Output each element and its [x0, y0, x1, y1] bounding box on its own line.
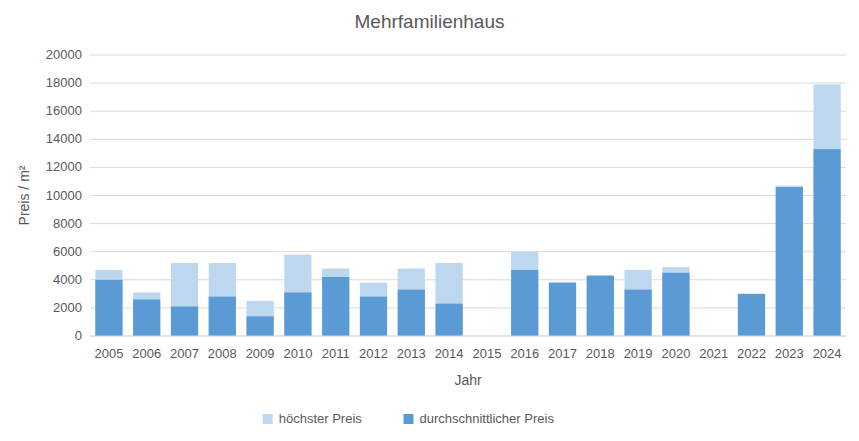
bar	[813, 149, 840, 336]
x-tick-label: 2014	[435, 346, 464, 361]
legend: höchster Preis durchschnittlicher Preis	[263, 411, 555, 426]
y-tick-label: 18000	[46, 75, 82, 90]
y-tick-label: 10000	[46, 188, 82, 203]
grid-line	[90, 307, 846, 308]
x-tick-label: 2011	[322, 346, 350, 361]
x-axis-line	[90, 336, 846, 337]
chart-title: Mehrfamilienhaus	[355, 11, 505, 32]
bar	[360, 297, 387, 336]
y-tick-label: 6000	[53, 244, 82, 259]
x-tick-label: 2018	[586, 346, 615, 361]
x-tick-label: 2005	[94, 346, 123, 361]
x-tick-label: 2021	[699, 346, 728, 361]
bar	[813, 85, 840, 336]
bar	[435, 304, 462, 336]
bar	[246, 316, 273, 336]
bar	[133, 299, 160, 336]
chart-svg: Mehrfamilienhaus 0 2000 4000 6000 8000 10000 12…	[0, 0, 859, 441]
x-tick-label: 2022	[737, 346, 766, 361]
grid-line	[90, 279, 846, 280]
grid-line	[90, 83, 846, 84]
y-tick-label: 16000	[46, 103, 82, 118]
grid-line	[90, 55, 846, 56]
bar	[246, 301, 273, 336]
grid-line	[90, 111, 846, 112]
bar	[776, 187, 803, 336]
y-tick-label: 14000	[46, 131, 82, 146]
x-tick-label: 2024	[813, 346, 842, 361]
bar	[738, 294, 765, 336]
bar	[284, 255, 311, 336]
x-tick-label: 2013	[397, 346, 426, 361]
x-tick-label: 2010	[283, 346, 312, 361]
bar	[511, 270, 538, 336]
legend-label: höchster Preis	[279, 411, 363, 426]
bar	[322, 277, 349, 336]
bar	[360, 283, 387, 336]
bar	[209, 263, 236, 336]
bar	[95, 270, 122, 336]
y-tick-label: 8000	[53, 216, 82, 231]
x-tick-label: 2023	[775, 346, 804, 361]
legend-swatch	[263, 414, 273, 424]
x-tick-label: 2009	[246, 346, 275, 361]
bar	[738, 294, 765, 336]
chart-container: Mehrfamilienhaus 0 2000 4000 6000 8000 10000 12…	[0, 0, 859, 441]
x-axis-label: Jahr	[454, 372, 482, 388]
bar	[549, 283, 576, 336]
bar	[549, 283, 576, 336]
x-tick-label: 2017	[548, 346, 577, 361]
bar	[624, 270, 651, 336]
y-tick-label: 2000	[53, 300, 82, 315]
grid-line	[90, 223, 846, 224]
x-tick-label: 2019	[624, 346, 653, 361]
bar	[209, 297, 236, 336]
bars	[95, 85, 840, 336]
x-tick-label: 2016	[510, 346, 539, 361]
y-tick-label: 4000	[53, 272, 82, 287]
y-tick-label: 12000	[46, 159, 82, 174]
bar	[776, 186, 803, 336]
bar	[171, 263, 198, 336]
bar	[662, 267, 689, 336]
grid-line	[90, 336, 846, 337]
bar	[398, 269, 425, 336]
bar	[662, 273, 689, 336]
x-tick-label: 2007	[170, 346, 199, 361]
bar	[624, 290, 651, 336]
bar	[322, 269, 349, 336]
bar	[171, 306, 198, 336]
x-tick-label: 2015	[472, 346, 501, 361]
bar	[284, 292, 311, 336]
x-tick-label: 2006	[132, 346, 161, 361]
x-tick-label: 2020	[661, 346, 690, 361]
y-tick-label: 20000	[46, 47, 82, 62]
x-tick-label: 2008	[208, 346, 237, 361]
grid-line	[90, 195, 846, 196]
bar	[587, 276, 614, 336]
grid-line	[90, 167, 846, 168]
y-axis-label: Preis / m²	[16, 165, 32, 225]
bar	[435, 263, 462, 336]
legend-swatch	[404, 414, 414, 424]
grid-line	[90, 139, 846, 140]
legend-label: durchschnittlicher Preis	[420, 411, 555, 426]
bar	[95, 280, 122, 336]
x-tick-label: 2012	[359, 346, 388, 361]
y-tick-label: 0	[75, 328, 82, 343]
grid-line	[90, 251, 846, 252]
bar	[398, 290, 425, 336]
bar	[133, 292, 160, 336]
bar	[511, 252, 538, 336]
bar	[587, 276, 614, 336]
